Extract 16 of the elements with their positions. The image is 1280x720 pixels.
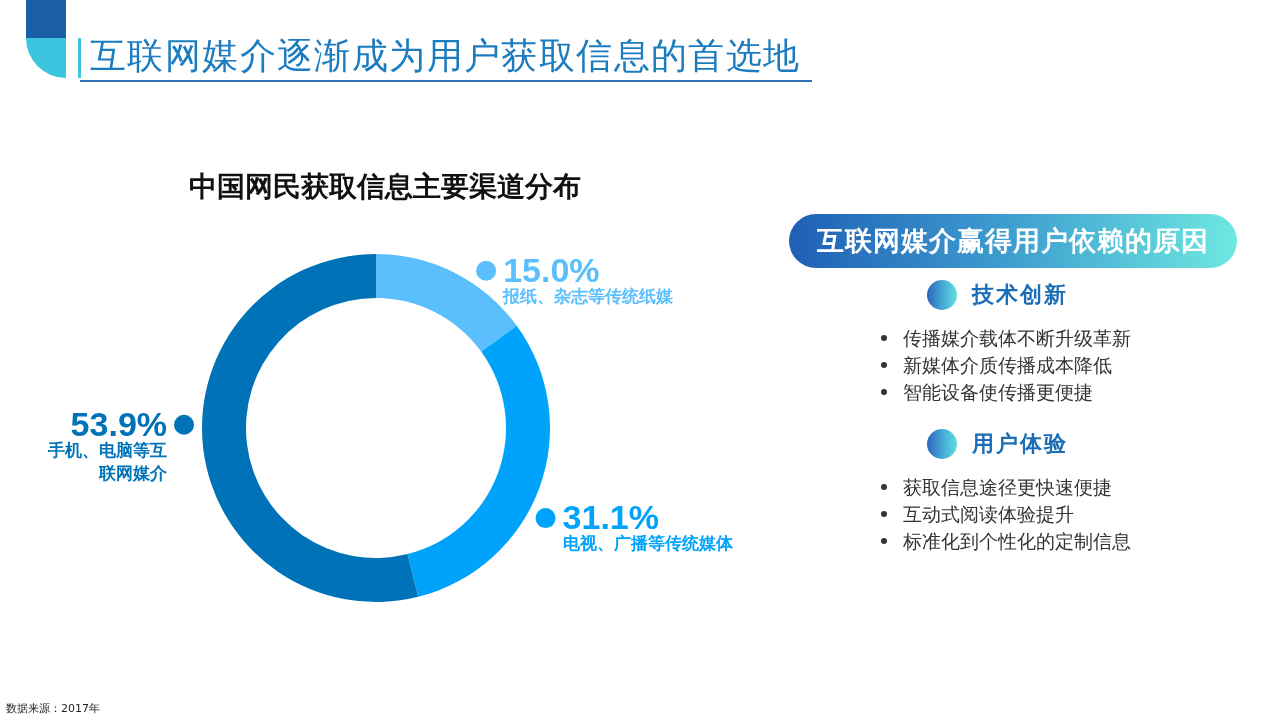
chart-subtitle: 中国网民获取信息主要渠道分布 xyxy=(189,170,581,203)
donut-slice xyxy=(407,325,550,597)
chart-title: 互联网媒介逐渐成为用户获取信息的首选地 xyxy=(90,34,801,78)
text: 获取信息途径更快速便捷 xyxy=(903,475,1112,499)
donut-slice xyxy=(202,254,419,602)
text: 标准化到个性化的定制信息 xyxy=(903,529,1131,553)
text: 技术创新 xyxy=(972,281,1068,309)
text: 新媒体介质传播成本降低 xyxy=(903,353,1112,377)
text: 用户体验 xyxy=(972,430,1068,458)
text: 互动式阅读体验提升 xyxy=(903,502,1074,526)
legend-label: 报纸、杂志等传统纸媒 xyxy=(502,285,675,306)
text: 智能设备使传播更便捷 xyxy=(903,380,1093,404)
legend-label: 手机、电脑等互联网媒介 xyxy=(47,439,169,483)
text: 传播媒介载体不断升级革新 xyxy=(903,326,1131,350)
legend-label: 电视、广播等传统媒体 xyxy=(562,533,734,554)
source-note: 数据来源：2017年 xyxy=(6,701,100,716)
